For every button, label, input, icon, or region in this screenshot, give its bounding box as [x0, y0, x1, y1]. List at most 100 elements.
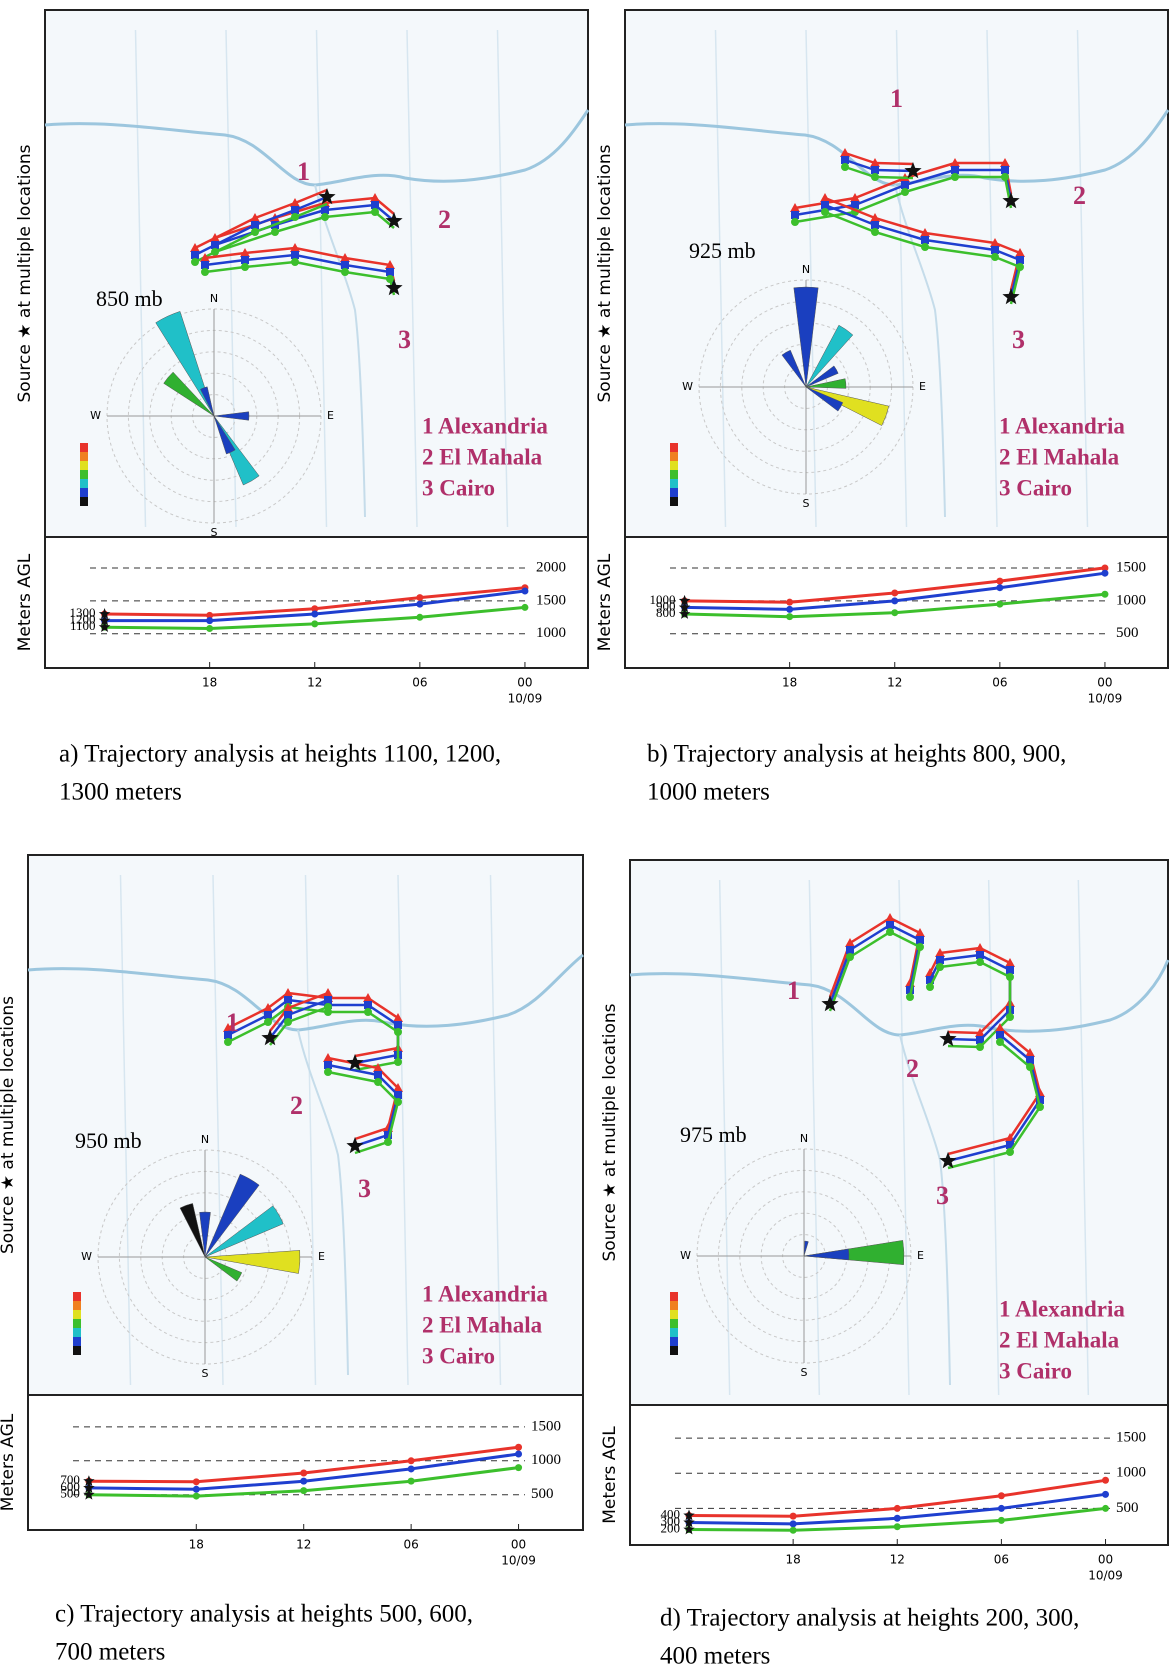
height-point	[893, 1523, 901, 1531]
source-star	[904, 162, 922, 179]
legend-entry: 3 Cairo	[422, 475, 495, 500]
rose-petal	[803, 1248, 850, 1261]
trajectory-marker	[1006, 1148, 1014, 1156]
start-height-label: 200	[661, 1521, 681, 1536]
start-star	[83, 1475, 95, 1486]
height-point	[521, 587, 529, 595]
trajectory-marker	[283, 1003, 293, 1012]
rose-petal	[805, 386, 844, 412]
trajectory-marker	[291, 213, 299, 221]
caption: 700 meters	[55, 1639, 165, 1666]
trajectory-marker	[370, 193, 380, 202]
trajectory-marker	[321, 206, 329, 214]
rose-petal	[805, 365, 839, 388]
trajectory-marker	[191, 258, 199, 266]
color-bar-cell	[73, 1319, 81, 1328]
x-tick-label: 00	[1097, 676, 1112, 690]
color-bar-cell	[73, 1310, 81, 1319]
trajectory-marker	[996, 1038, 1004, 1046]
trajectory-marker	[906, 986, 914, 994]
color-bar-cell	[670, 488, 678, 497]
color-bar-cell	[80, 461, 88, 470]
trajectory-marker	[845, 938, 855, 947]
map-meridian	[714, 29, 727, 528]
trajectory-marker	[870, 158, 880, 167]
source-star	[346, 1054, 364, 1071]
height-point	[1102, 1490, 1110, 1498]
site-number: 3	[1012, 325, 1025, 354]
pressure-label: 975 mb	[680, 1122, 747, 1147]
caption: a) Trajectory analysis at heights 1100, …	[59, 741, 501, 768]
color-bar-cell	[80, 470, 88, 479]
y-tick-label: 500	[1116, 1500, 1139, 1516]
trajectory-marker	[374, 1071, 382, 1079]
y-tick-label: 500	[531, 1486, 554, 1502]
trajectory-marker	[871, 221, 879, 229]
trajectory-marker	[950, 158, 960, 167]
trajectory-marker	[394, 1098, 402, 1106]
side-label: Source ★ at multiple locations	[600, 1003, 620, 1261]
trajectory-marker	[371, 201, 379, 209]
color-bar-cell	[670, 1310, 678, 1319]
start-star	[683, 1509, 695, 1521]
rose-petal	[793, 286, 819, 388]
color-bar-cell	[73, 1328, 81, 1337]
color-bar-cell	[73, 1346, 81, 1355]
start-height-label: 900	[656, 598, 676, 613]
rose-petal	[803, 1240, 809, 1257]
color-bar-cell	[670, 443, 678, 452]
rose-petal	[199, 1211, 211, 1258]
y-tick-label: 1000	[531, 1452, 561, 1468]
start-height-label: 700	[60, 1472, 80, 1487]
height-point	[311, 620, 319, 628]
trajectory-marker	[976, 1043, 984, 1051]
site-number: 3	[358, 1174, 371, 1203]
map-meridian	[808, 879, 821, 1396]
color-bar-cell	[670, 470, 678, 479]
x-tick-label: 06	[992, 676, 1007, 690]
trajectory-marker	[224, 1038, 232, 1046]
start-height-label: 800	[656, 605, 676, 620]
start-star	[678, 601, 691, 613]
height-point	[893, 1514, 901, 1522]
x-tick-label: 18	[785, 1553, 800, 1567]
x-tick-label: 00	[511, 1538, 526, 1552]
height-point	[786, 598, 794, 606]
trajectory-marker	[870, 213, 880, 222]
height-point	[997, 1492, 1005, 1500]
map-meridian	[805, 29, 817, 528]
date-label: 10/09	[1088, 692, 1123, 706]
trajectory-marker	[871, 228, 879, 236]
map-meridian	[718, 879, 731, 1396]
rose-petal	[805, 378, 847, 389]
compass-label: S	[211, 526, 218, 539]
color-bar-cell	[73, 1337, 81, 1346]
compass-label: W	[680, 1249, 691, 1262]
trajectory-marker	[791, 211, 799, 219]
trajectory-marker	[1016, 256, 1024, 264]
trajectory-marker	[291, 251, 299, 259]
trajectory-marker	[840, 148, 850, 157]
trajectory-marker	[1016, 263, 1024, 271]
x-tick-label: 12	[887, 676, 902, 690]
x-tick-label: 06	[412, 676, 427, 690]
height-point	[300, 1487, 308, 1495]
wind-rose: N E S W	[90, 292, 334, 539]
trajectory-marker	[394, 1028, 402, 1036]
trajectory-marker	[364, 1001, 372, 1009]
y-tick-label: 2000	[536, 559, 566, 575]
y-tick-label: 500	[1116, 625, 1139, 641]
river	[899, 1034, 951, 1386]
rose-petal	[204, 1205, 284, 1258]
trajectory-marker	[264, 1011, 272, 1019]
trajectory-marker	[341, 261, 349, 269]
height-point	[515, 1450, 523, 1458]
map-meridian	[1076, 29, 1089, 528]
trajectory-marker	[341, 268, 349, 276]
trajectory-marker	[324, 1068, 332, 1076]
river	[314, 184, 366, 518]
color-bar-cell	[80, 497, 88, 506]
rose-petal	[163, 371, 215, 417]
map-meridian	[489, 874, 502, 1386]
x-tick-label: 18	[189, 1538, 204, 1552]
